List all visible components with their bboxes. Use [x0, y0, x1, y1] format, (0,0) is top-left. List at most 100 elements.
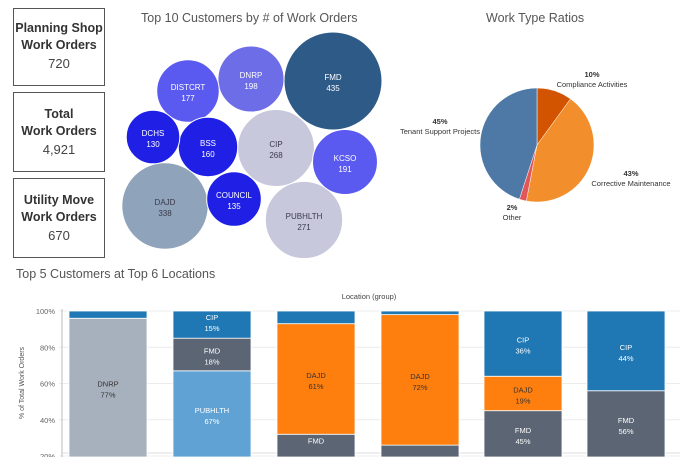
bar-segment[interactable] — [380, 310, 460, 316]
bubble-label-distcrt: DISTCRT — [171, 83, 206, 92]
bubble-label-dajd: DAJD — [155, 198, 176, 207]
bar-segment-name: DNRP — [97, 380, 118, 389]
bar-segment-pubhlth[interactable] — [172, 370, 252, 457]
bar-chart-title: Top 5 Customers at Top 6 Locations — [16, 267, 216, 281]
bar-segment-value: 36% — [515, 347, 530, 356]
bubble-label-pubhlth: PUBHLTH — [286, 212, 323, 221]
bubble-kcso[interactable] — [312, 129, 378, 195]
kpi-value: 720 — [48, 56, 70, 71]
bar-segment-name: FMD — [204, 347, 221, 356]
bar-column-5: FMD 45% DAJD 19% CIP 36% — [483, 310, 563, 457]
bar-x-axis-title: Location (group) — [342, 292, 397, 301]
bubble-dchs[interactable] — [125, 109, 181, 165]
pie-category-label: Corrective Maintenance — [591, 179, 670, 188]
bar-y-tick-label: 60% — [40, 380, 55, 389]
bar-segment-name: DAJD — [410, 372, 430, 381]
bar-segment-cip[interactable] — [586, 310, 666, 392]
bubble-value-bss: 160 — [201, 150, 215, 159]
kpi-title-line1: Utility Move — [23, 193, 95, 207]
bar-segment-dajd[interactable] — [276, 323, 356, 435]
bar-segment-name: CIP — [517, 336, 530, 345]
pie-percent-label: 43% — [623, 169, 638, 178]
bar-segment-fmd[interactable] — [586, 390, 666, 457]
kpi-title-line1: Total — [44, 107, 74, 121]
bubble-value-dchs: 130 — [146, 140, 160, 149]
bubble-value-kcso: 191 — [338, 165, 352, 174]
bar-segment[interactable] — [68, 310, 148, 319]
kpi-title-line1: Planning Shop — [15, 21, 103, 35]
bubble-label-bss: BSS — [200, 139, 216, 148]
pie-percent-label: 45% — [432, 117, 447, 126]
bubble-value-council: 135 — [227, 202, 241, 211]
pie-category-label: Tenant Support Projects — [400, 127, 480, 136]
kpi-title-line2: Work Orders — [21, 38, 97, 52]
bubble-label-cip: CIP — [269, 140, 282, 149]
bar-segment-dajd[interactable] — [483, 375, 563, 412]
kpi-planning-shop: Planning Shop Work Orders 720 — [13, 8, 105, 86]
bubble-value-pubhlth: 271 — [297, 223, 311, 232]
bar-segment-name: DAJD — [306, 371, 326, 380]
bar-segment-cip[interactable] — [483, 310, 563, 377]
bar-segment-value: 18% — [204, 358, 219, 367]
bar-segment-name: CIP — [206, 313, 219, 322]
bar-column-2: PUBHLTH 67% FMD 18% CIP 15% — [172, 310, 252, 457]
bar-column-1: DNRP 77% — [68, 310, 148, 457]
kpi-utility-move: Utility Move Work Orders 670 — [13, 178, 105, 258]
bar-column-6: FMD 56% CIP 44% — [586, 310, 666, 457]
bar-y-tick-label: 40% — [40, 416, 55, 425]
bar-segment-dnrp[interactable] — [68, 317, 148, 457]
bar-segment[interactable] — [380, 444, 460, 457]
bar-column-3: FMD DAJD 61% — [276, 310, 356, 457]
bubble-pubhlth[interactable] — [264, 180, 344, 260]
bar-segment-value: 44% — [618, 354, 633, 363]
kpi-title-line2: Work Orders — [21, 210, 97, 224]
bar-segment-value: 19% — [515, 396, 530, 405]
bar-segment-value: 56% — [618, 427, 633, 436]
bubble-chart-title: Top 10 Customers by # of Work Orders — [141, 11, 358, 25]
bar-segment[interactable] — [276, 310, 356, 325]
bar-segment-name: FMD — [515, 426, 532, 435]
bubble-label-dnrp: DNRP — [240, 71, 263, 80]
bar-segment-value: 67% — [204, 417, 219, 426]
bar-segment-name: CIP — [620, 343, 633, 352]
kpi-value: 4,921 — [42, 142, 76, 157]
pie-slice-corrective-maintenance[interactable] — [526, 98, 595, 203]
bubble-distcrt[interactable] — [156, 59, 220, 123]
bar-segment-value: 15% — [204, 324, 219, 333]
pie-percent-label: 2% — [507, 203, 518, 212]
bar-segment-value: 77% — [100, 391, 115, 400]
bubble-label-kcso: KCSO — [334, 154, 357, 163]
bubble-value-distcrt: 177 — [181, 94, 195, 103]
bar-segment-cip[interactable] — [172, 310, 252, 339]
bar-segment-name: PUBHLTH — [195, 406, 229, 415]
bar-segment-name: FMD — [308, 436, 325, 445]
pie-category-label: Compliance Activities — [557, 80, 628, 89]
pie-category-label: Other — [503, 213, 522, 222]
bubble-label-council: COUNCIL — [216, 191, 253, 200]
bar-y-axis-title: % of Total Work Orders — [19, 346, 26, 419]
bubble-label-fmd: FMD — [324, 73, 342, 82]
bar-segment-value: 72% — [412, 383, 427, 392]
bar-segment-dajd[interactable] — [380, 314, 460, 446]
pie-chart: 10%Compliance Activities 43%Corrective Ma… — [400, 70, 671, 222]
pie-percent-label: 10% — [584, 70, 599, 79]
bubble-value-cip: 268 — [269, 151, 283, 160]
bar-y-tick-label: 80% — [40, 343, 55, 352]
bar-segment-value: 45% — [515, 437, 530, 446]
bar-segment-fmd[interactable] — [483, 410, 563, 457]
kpi-title-line2: Work Orders — [21, 124, 97, 138]
bar-y-tick-label: 100% — [36, 307, 56, 316]
bubble-label-dchs: DCHS — [142, 129, 165, 138]
bubble-value-dnrp: 198 — [244, 82, 258, 91]
bubble-value-fmd: 435 — [326, 84, 340, 93]
kpi-value: 670 — [48, 228, 70, 243]
bar-segment-value: 61% — [308, 382, 323, 391]
bubble-chart: FMD 435 DAJD 338 PUBHLTH 271 CIP 268 DNRP 198 KCSO… — [121, 31, 383, 260]
pie-slice-tenant-support-projects[interactable] — [479, 87, 538, 200]
pie-chart-title: Work Type Ratios — [486, 11, 585, 25]
bar-segment-fmd[interactable] — [172, 337, 252, 372]
bubble-value-dajd: 338 — [158, 209, 172, 218]
bubble-council[interactable] — [206, 171, 262, 227]
bubble-dnrp[interactable] — [217, 45, 285, 113]
